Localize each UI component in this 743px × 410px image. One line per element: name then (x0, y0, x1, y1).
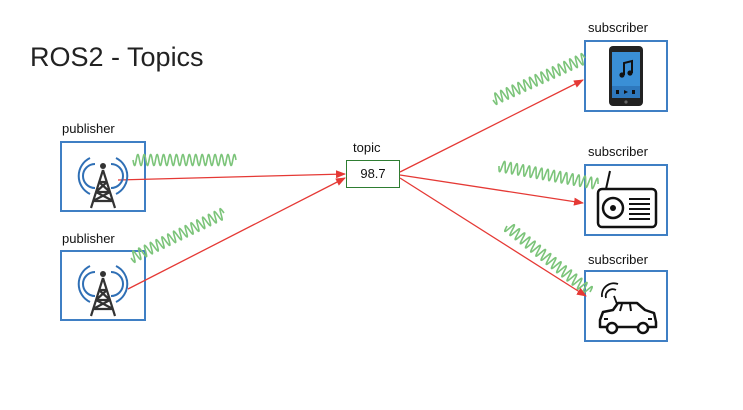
signal-wave-pub-1 (132, 153, 237, 167)
radio-icon (596, 170, 658, 229)
arrow-pub2-to-topic (127, 177, 346, 290)
publisher-label-1: publisher (62, 121, 115, 136)
arrow-topic-to-sub2 (399, 174, 584, 206)
signal-wave-pub-2 (130, 207, 225, 264)
page-title: ROS2 - Topics (30, 42, 204, 72)
smartphone-music-icon (609, 46, 643, 106)
subscriber-box-3 (584, 270, 668, 342)
topic-label: topic (353, 140, 381, 155)
radio-tower-icon (77, 265, 129, 317)
subscriber-label-3: subscriber (588, 252, 648, 267)
arrow-pub1-to-topic (117, 170, 346, 181)
subscriber-label-2: subscriber (588, 144, 648, 159)
arrow-topic-to-sub1 (399, 79, 584, 173)
signal-wave-sub-3 (503, 223, 594, 295)
signal-wave-sub-1 (492, 52, 586, 106)
subscriber-label-1: subscriber (588, 20, 648, 35)
publisher-box-2 (60, 250, 146, 321)
topic-box: 98.7 (346, 160, 400, 188)
arrow-topic-to-sub3 (399, 177, 587, 297)
publisher-label-2: publisher (62, 231, 115, 246)
connected-car-icon (598, 282, 658, 335)
signal-wave-sub-2 (498, 160, 599, 190)
radio-tower-icon (77, 157, 129, 209)
